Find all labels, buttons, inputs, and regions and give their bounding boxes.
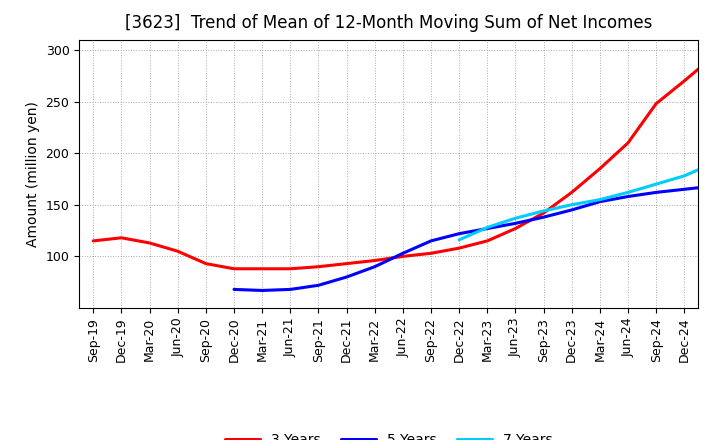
3 Years [708,55,717,60]
3 Years [145,240,154,246]
3 Years [455,246,464,251]
5 Years [370,264,379,269]
7 Years [511,216,520,221]
5 Years [624,194,632,199]
5 Years [230,287,238,292]
7 Years [455,237,464,242]
5 Years [314,282,323,288]
5 Years [427,238,436,244]
5 Years [511,221,520,226]
Line: 5 Years: 5 Years [234,140,720,290]
Title: [3623]  Trend of Mean of 12-Month Moving Sum of Net Incomes: [3623] Trend of Mean of 12-Month Moving … [125,15,652,33]
3 Years [258,266,266,271]
3 Years [230,266,238,271]
5 Years [258,288,266,293]
5 Years [652,190,660,195]
Y-axis label: Amount (million yen): Amount (million yen) [26,101,40,247]
3 Years [202,261,210,266]
7 Years [624,190,632,195]
3 Years [511,226,520,231]
5 Years [539,215,548,220]
3 Years [399,254,408,259]
Legend: 3 Years, 5 Years, 7 Years: 3 Years, 5 Years, 7 Years [219,428,559,440]
5 Years [342,275,351,280]
3 Years [370,258,379,263]
3 Years [286,266,294,271]
5 Years [483,226,492,231]
7 Years [567,202,576,207]
5 Years [286,287,294,292]
7 Years [652,181,660,187]
5 Years [708,183,717,189]
Line: 3 Years: 3 Years [94,57,713,269]
7 Years [680,173,688,179]
3 Years [624,140,632,146]
3 Years [314,264,323,269]
7 Years [539,208,548,213]
3 Years [342,261,351,266]
5 Years [680,187,688,192]
3 Years [567,190,576,195]
7 Years [483,225,492,230]
5 Years [567,207,576,213]
3 Years [680,78,688,84]
5 Years [455,231,464,236]
3 Years [652,101,660,106]
3 Years [89,238,98,244]
Line: 7 Years: 7 Years [459,164,713,240]
5 Years [595,199,604,204]
3 Years [427,251,436,256]
3 Years [117,235,126,240]
3 Years [595,166,604,171]
7 Years [708,161,717,166]
3 Years [174,249,182,254]
3 Years [483,238,492,244]
7 Years [595,197,604,202]
3 Years [539,210,548,216]
5 Years [399,251,408,256]
